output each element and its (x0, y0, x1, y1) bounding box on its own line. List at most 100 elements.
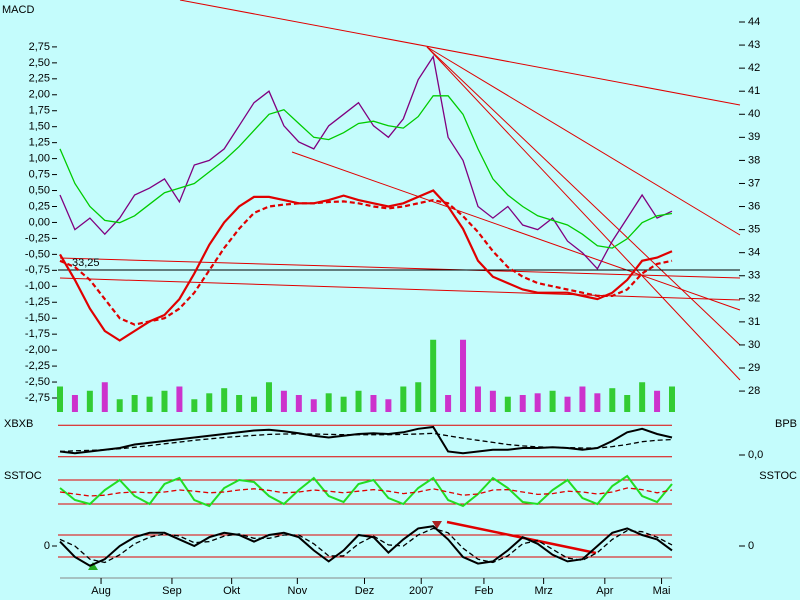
volume-bar (519, 395, 526, 412)
indicator-line (59, 432, 673, 453)
y-tick-label: 0 (44, 540, 50, 552)
y-tick-label: -1,25 (25, 296, 50, 308)
x-tick-label: Okt (223, 585, 240, 597)
trend-line (179, 0, 741, 106)
y-tick-label: 1,25 (29, 137, 50, 149)
volume-bar (355, 390, 362, 412)
y-tick-label: -1,50 (25, 312, 50, 324)
volume-bar (101, 382, 108, 412)
sell-signal (432, 521, 442, 529)
indicator-line (59, 474, 673, 508)
panel-title: XBXB (4, 418, 33, 430)
volume-bar (549, 390, 556, 412)
y2-tick-label: 36 (748, 200, 760, 212)
y2-tick-label: 29 (748, 362, 760, 374)
volume-bar (624, 395, 631, 412)
y2-tick-label: 38 (748, 154, 760, 166)
volume-bar (265, 382, 272, 412)
volume-bar (474, 386, 481, 412)
volume-bar (639, 382, 646, 412)
volume-bar (385, 399, 392, 412)
y2-tick-label: 32 (748, 293, 760, 305)
volume-bar (191, 399, 198, 412)
y2-tick-label: 43 (748, 39, 760, 51)
volume-bar (609, 388, 616, 412)
indicator-line (59, 487, 673, 497)
price-line (59, 54, 673, 270)
volume-bar (370, 395, 377, 412)
trend-line (59, 277, 741, 301)
volume-bar (489, 390, 496, 412)
indicator-line (59, 189, 673, 342)
volume-bar (116, 399, 123, 412)
volume-bar (86, 390, 93, 412)
volume-bar (206, 393, 213, 412)
y-tick-label: 1,00 (29, 153, 50, 165)
volume-bar (131, 395, 138, 412)
y-tick-label: 2,25 (29, 73, 50, 85)
y-tick-label: 0,25 (29, 200, 50, 212)
trend-line (291, 151, 741, 311)
y-tick-label: 1,75 (29, 105, 50, 117)
volume-bar (534, 393, 541, 412)
y2-tick-label: 28 (748, 385, 760, 397)
y2-tick-label: 37 (748, 177, 760, 189)
y-tick-label: 0,75 (29, 168, 50, 180)
volume-bar (71, 395, 78, 412)
y-tick-label: -0,50 (25, 248, 50, 260)
trend-line (426, 46, 741, 381)
y-tick-label: 2,50 (29, 57, 50, 69)
buy-signal (88, 562, 98, 570)
volume-bar (310, 399, 317, 412)
volume-bar (236, 395, 243, 412)
volume-bar (460, 339, 467, 412)
x-tick-label: Nov (288, 585, 308, 597)
volume-bar (280, 390, 287, 412)
volume-bar (221, 388, 228, 412)
y2-tick-label: 31 (748, 316, 760, 328)
volume-bar (251, 396, 258, 412)
volume-bar (400, 386, 407, 412)
y-tick-label: 2,00 (29, 89, 50, 101)
x-tick-label: Feb (474, 585, 493, 597)
x-tick-label: 2007 (409, 585, 433, 597)
volume-bar (564, 396, 571, 412)
panel-title-right: BPB (775, 418, 797, 430)
y2-tick-label: 30 (748, 339, 760, 351)
y2-tick-label: 40 (748, 108, 760, 120)
trend-line (426, 46, 741, 236)
y-tick-label: -2,75 (25, 392, 50, 404)
indicator-line (59, 198, 673, 326)
volume-bar (430, 339, 437, 412)
y2-tick-label: 33 (748, 270, 760, 282)
volume-bar (415, 382, 422, 412)
volume-bar (654, 390, 661, 412)
x-tick-label: Mrz (534, 585, 552, 597)
y-tick-label: 0,50 (29, 184, 50, 196)
x-tick-label: Sep (162, 585, 182, 597)
x-tick-label: Mai (653, 585, 671, 597)
volume-bar (325, 393, 332, 412)
panel-title-right: SSTOC (759, 470, 797, 482)
y-tick-label: -1,00 (25, 280, 50, 292)
reference-label: 33,25 (72, 257, 100, 269)
y2-tick-label: 41 (748, 85, 760, 97)
moving-average (59, 95, 673, 249)
volume-bar (504, 396, 511, 412)
y2-tick-label: 44 (748, 16, 760, 28)
y-tick-label: -2,25 (25, 360, 50, 372)
y2-tick-label: 35 (748, 224, 760, 236)
volume-bar (579, 386, 586, 412)
indicator-line (59, 525, 673, 567)
y-tick-label: -1,75 (25, 328, 50, 340)
indicator-line (59, 425, 673, 455)
y-tick-label: -2,00 (25, 344, 50, 356)
x-tick-label: Aug (91, 585, 111, 597)
volume-bar (57, 386, 63, 412)
volume-bar (176, 386, 183, 412)
y-tick-label: -2,50 (25, 376, 50, 388)
indicator-line (59, 527, 673, 564)
y2-tick-label: 0 (748, 540, 754, 552)
y2-tick-label: 34 (748, 247, 760, 259)
